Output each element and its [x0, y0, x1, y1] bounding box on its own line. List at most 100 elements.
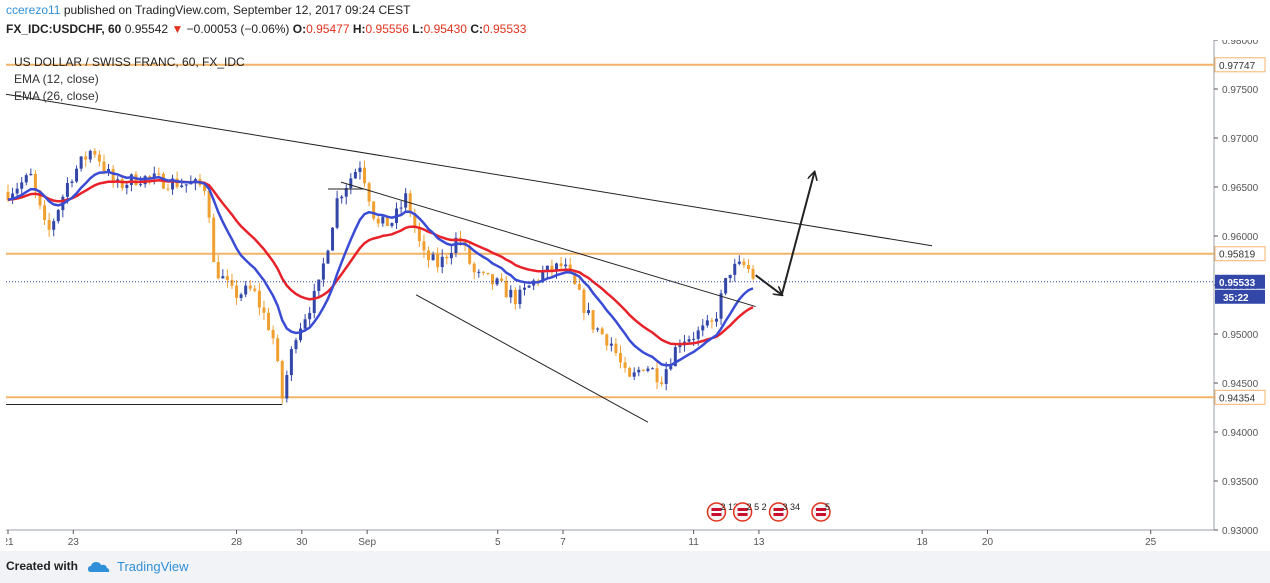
candle-body [248, 285, 252, 289]
candle-body [696, 330, 700, 339]
tradingview-link[interactable]: TradingView [117, 559, 189, 574]
candle-body [24, 175, 28, 183]
published-text: published on TradingView.com, September … [63, 3, 411, 17]
event-flag-icon-2[interactable]: 3 34 [768, 502, 801, 522]
open-value: 0.95477 [306, 22, 350, 36]
candle-body [454, 237, 458, 253]
ema26-line [7, 178, 754, 346]
candle-body [486, 272, 490, 275]
candle-body [714, 318, 718, 322]
level-label-box-1 [1214, 246, 1266, 262]
open-label: O: [292, 22, 307, 36]
candle-body [335, 198, 339, 228]
candle-body [596, 328, 600, 330]
candle-body [673, 347, 677, 367]
x-tick-label-10: 20 [982, 537, 994, 548]
candle-body [93, 150, 97, 155]
candle-body [632, 372, 636, 377]
candle-body [267, 312, 271, 330]
event-flag-label: 3 34 [783, 502, 801, 512]
candle-body [367, 183, 371, 202]
candle-body [646, 368, 650, 371]
candle-body [171, 178, 175, 190]
candle-body [737, 261, 741, 264]
last-price-box [1215, 274, 1265, 289]
symbol-label: FX_IDC:USDCHF, 60 [6, 22, 122, 36]
candle-body [417, 227, 421, 242]
candle-body [504, 280, 508, 298]
level-label-1: 0.95819 [1219, 250, 1256, 261]
candle-body [139, 184, 143, 186]
candle-body [216, 262, 220, 279]
candle-body [363, 167, 367, 184]
level-label-box-2 [1214, 389, 1266, 405]
price-chart[interactable]: 0.98000 0.97500 0.97000 0.96500 0.96000 0.955… [0, 36, 1270, 551]
legend-ema12[interactable]: EMA (12, close) [14, 72, 99, 86]
candle-body [299, 328, 303, 341]
arrow-0 [755, 274, 782, 295]
legend-title: US DOLLAR / SWISS FRANC, 60, FX_IDC [14, 55, 245, 69]
candle-body [38, 190, 42, 206]
author-link[interactable]: ccerezo11 [6, 3, 61, 17]
candle-body [276, 338, 280, 361]
event-flag-label: 5 [825, 502, 830, 512]
x-tick-label-3: 30 [296, 537, 308, 548]
candle-body [477, 271, 481, 273]
candle-body [701, 325, 705, 331]
candle-body [582, 289, 586, 313]
low-value: 0.95430 [423, 22, 467, 36]
candle-body [353, 171, 357, 179]
candle-body [605, 334, 609, 346]
legend-ema26[interactable]: EMA (26, close) [14, 89, 99, 103]
event-flag-icon-3[interactable]: 5 [811, 502, 831, 522]
candle-body [107, 168, 111, 172]
candle-body [705, 320, 709, 326]
candle-body [180, 185, 184, 188]
y-tick-label-7: 0.94500 [1222, 379, 1259, 390]
x-tick-label-0: 21 [6, 537, 14, 548]
candle-body [257, 290, 261, 308]
candle-body [303, 319, 307, 329]
candle-body [321, 263, 325, 280]
candle-body [280, 360, 284, 399]
event-flag-stripe [711, 511, 722, 513]
y-tick-label-8: 0.94000 [1222, 428, 1259, 439]
last-price: 0.95542 [124, 22, 169, 36]
y-tick-label-3: 0.96500 [1222, 183, 1259, 194]
event-flag-icon-0[interactable]: 2 13 [706, 502, 738, 522]
x-tick-label-1: 23 [68, 537, 80, 548]
candle-body [554, 263, 558, 272]
candle-body [184, 184, 188, 186]
candle-body [664, 369, 668, 384]
candle-body [637, 369, 641, 373]
candle-body [573, 272, 577, 285]
candle-body [381, 216, 385, 224]
candle-body [591, 310, 595, 330]
y-tick-label-6: 0.95000 [1222, 330, 1259, 341]
trendline-2 [415, 294, 649, 423]
event-flag-icon-1[interactable]: 2 5 2 [732, 502, 767, 522]
candle-body [545, 265, 549, 273]
candle-body [445, 256, 449, 259]
candle-body [207, 190, 211, 218]
candle-body [212, 217, 216, 263]
chart-area[interactable]: 0.98000 0.97500 0.97000 0.96500 0.96000 0.955… [0, 36, 1270, 551]
candle-body [641, 369, 645, 371]
x-tick-label-8: 13 [753, 537, 765, 548]
candle-body [513, 289, 517, 305]
close-label: C: [470, 22, 483, 36]
candle-body [230, 279, 234, 286]
candle-body [390, 223, 394, 226]
candle-body [399, 207, 403, 209]
candle-body [111, 168, 115, 183]
created-with-text: Created with [6, 559, 79, 573]
high-value: 0.95556 [365, 22, 409, 36]
candle-body [422, 241, 426, 251]
candle-body [75, 168, 79, 182]
candle-body [742, 261, 746, 266]
candle-body [623, 362, 627, 368]
candle-body [669, 366, 673, 370]
candle-body [427, 250, 431, 261]
candle-body [344, 188, 348, 197]
event-flag-stripe [773, 511, 784, 513]
